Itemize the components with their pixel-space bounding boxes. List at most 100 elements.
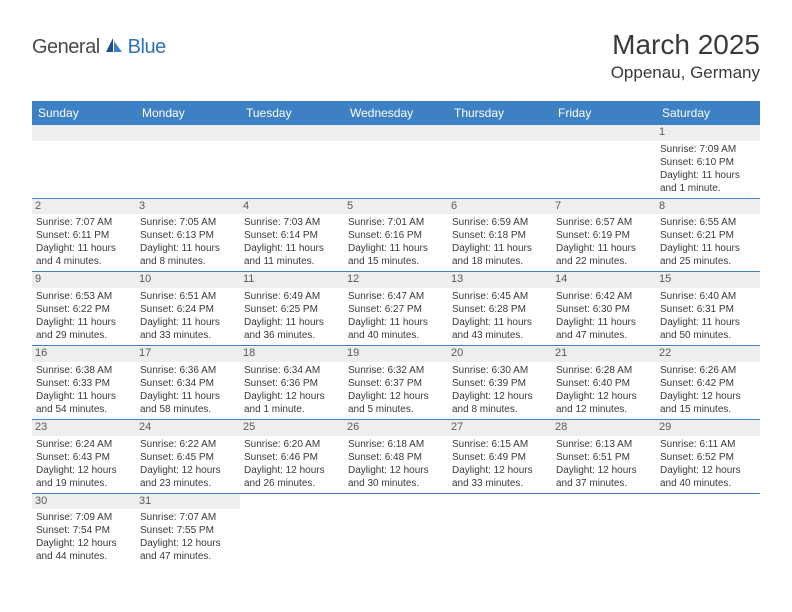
daylight-text: Daylight: 11 hours and 8 minutes. [140,242,236,268]
daylight-text: Daylight: 11 hours and 58 minutes. [140,390,236,416]
daylight-text: Daylight: 11 hours and 4 minutes. [36,242,132,268]
empty-day-header [344,125,448,141]
sunrise-text: Sunrise: 6:26 AM [660,364,756,377]
daylight-text: Daylight: 11 hours and 15 minutes. [348,242,444,268]
day-number: 21 [552,346,656,362]
sunrise-text: Sunrise: 6:20 AM [244,438,340,451]
day-number: 2 [32,199,136,215]
day-cell [240,125,344,198]
sunrise-text: Sunrise: 7:05 AM [140,216,236,229]
daylight-text: Daylight: 12 hours and 12 minutes. [556,390,652,416]
logo-word2: Blue [128,36,166,59]
sunset-text: Sunset: 6:19 PM [556,229,652,242]
day-cell: 8Sunrise: 6:55 AMSunset: 6:21 PMDaylight… [656,199,760,272]
sunrise-text: Sunrise: 6:38 AM [36,364,132,377]
day-cell: 4Sunrise: 7:03 AMSunset: 6:14 PMDaylight… [240,199,344,272]
sunset-text: Sunset: 7:54 PM [36,524,132,537]
sunset-text: Sunset: 6:42 PM [660,377,756,390]
sunset-text: Sunset: 6:11 PM [36,229,132,242]
day-number: 12 [344,272,448,288]
sunset-text: Sunset: 6:46 PM [244,451,340,464]
sunset-text: Sunset: 6:25 PM [244,303,340,316]
day-cell: 22 Sunrise: 6:26 AMSunset: 6:42 PMDayligh… [656,346,760,419]
day-cell [448,125,552,198]
weekday-header: Friday [552,101,656,125]
daylight-text: Daylight: 11 hours and 47 minutes. [556,316,652,342]
sunset-text: Sunset: 6:43 PM [36,451,132,464]
daylight-text: Daylight: 11 hours and 54 minutes. [36,390,132,416]
daylight-text: Daylight: 12 hours and 23 minutes. [140,464,236,490]
sunset-text: Sunset: 6:45 PM [140,451,236,464]
day-number: 28 [552,420,656,436]
sunset-text: Sunset: 6:39 PM [452,377,548,390]
sunset-text: Sunset: 6:16 PM [348,229,444,242]
day-number: 13 [448,272,552,288]
day-cell: 18 Sunrise: 6:34 AMSunset: 6:36 PMDayligh… [240,346,344,419]
daylight-text: Daylight: 11 hours and 40 minutes. [348,316,444,342]
sunrise-text: Sunrise: 6:59 AM [452,216,548,229]
day-cell: 12Sunrise: 6:47 AMSunset: 6:27 PMDayligh… [344,272,448,345]
day-cell: 31Sunrise: 7:07 AMSunset: 7:55 PMDayligh… [136,494,240,567]
daylight-text: Daylight: 11 hours and 43 minutes. [452,316,548,342]
sunset-text: Sunset: 6:28 PM [452,303,548,316]
day-number: 11 [240,272,344,288]
sunrise-text: Sunrise: 6:55 AM [660,216,756,229]
day-cell [552,494,656,567]
day-number: 4 [240,199,344,215]
day-cell: 9Sunrise: 6:53 AMSunset: 6:22 PMDaylight… [32,272,136,345]
weekday-header: Wednesday [344,101,448,125]
sunrise-text: Sunrise: 6:49 AM [244,290,340,303]
title-block: March 2025 Oppenau, Germany [611,30,760,83]
daylight-text: Daylight: 12 hours and 1 minute. [244,390,340,416]
day-cell [344,125,448,198]
week-row: 16Sunrise: 6:38 AMSunset: 6:33 PMDayligh… [32,346,760,420]
day-number: 23 [32,420,136,436]
day-number: 30 [32,494,136,510]
day-number: 7 [552,199,656,215]
sunrise-text: Sunrise: 6:34 AM [244,364,340,377]
day-cell: 13Sunrise: 6:45 AMSunset: 6:28 PMDayligh… [448,272,552,345]
daylight-text: Daylight: 11 hours and 11 minutes. [244,242,340,268]
daylight-text: Daylight: 11 hours and 1 minute. [660,169,756,195]
sunset-text: Sunset: 6:24 PM [140,303,236,316]
day-cell: 6Sunrise: 6:59 AMSunset: 6:18 PMDaylight… [448,199,552,272]
day-cell: 23Sunrise: 6:24 AMSunset: 6:43 PMDayligh… [32,420,136,493]
day-cell: 27Sunrise: 6:15 AMSunset: 6:49 PMDayligh… [448,420,552,493]
day-cell [656,494,760,567]
sunset-text: Sunset: 6:30 PM [556,303,652,316]
sunset-text: Sunset: 6:13 PM [140,229,236,242]
daylight-text: Daylight: 12 hours and 15 minutes. [660,390,756,416]
sunset-text: Sunset: 6:22 PM [36,303,132,316]
day-cell: 3Sunrise: 7:05 AMSunset: 6:13 PMDaylight… [136,199,240,272]
daylight-text: Daylight: 11 hours and 36 minutes. [244,316,340,342]
daylight-text: Daylight: 11 hours and 22 minutes. [556,242,652,268]
daylight-text: Daylight: 12 hours and 26 minutes. [244,464,340,490]
sunrise-text: Sunrise: 6:36 AM [140,364,236,377]
sunrise-text: Sunrise: 6:22 AM [140,438,236,451]
day-number: 22 [656,346,760,362]
day-number: 18 [240,346,344,362]
day-number: 29 [656,420,760,436]
weekday-header: Monday [136,101,240,125]
sunrise-text: Sunrise: 6:51 AM [140,290,236,303]
day-number: 6 [448,199,552,215]
daylight-text: Daylight: 11 hours and 29 minutes. [36,316,132,342]
sunset-text: Sunset: 7:55 PM [140,524,236,537]
weekday-header: Saturday [656,101,760,125]
logo: General Blue [32,36,166,59]
sunset-text: Sunset: 6:36 PM [244,377,340,390]
empty-day-header [136,125,240,141]
daylight-text: Daylight: 12 hours and 5 minutes. [348,390,444,416]
day-cell: 10Sunrise: 6:51 AMSunset: 6:24 PMDayligh… [136,272,240,345]
sunset-text: Sunset: 6:40 PM [556,377,652,390]
day-number: 31 [136,494,240,510]
day-number: 24 [136,420,240,436]
day-cell: 16Sunrise: 6:38 AMSunset: 6:33 PMDayligh… [32,346,136,419]
day-number: 10 [136,272,240,288]
sunrise-text: Sunrise: 6:18 AM [348,438,444,451]
day-number: 3 [136,199,240,215]
sunset-text: Sunset: 6:49 PM [452,451,548,464]
sunset-text: Sunset: 6:34 PM [140,377,236,390]
sunset-text: Sunset: 6:33 PM [36,377,132,390]
sunset-text: Sunset: 6:21 PM [660,229,756,242]
